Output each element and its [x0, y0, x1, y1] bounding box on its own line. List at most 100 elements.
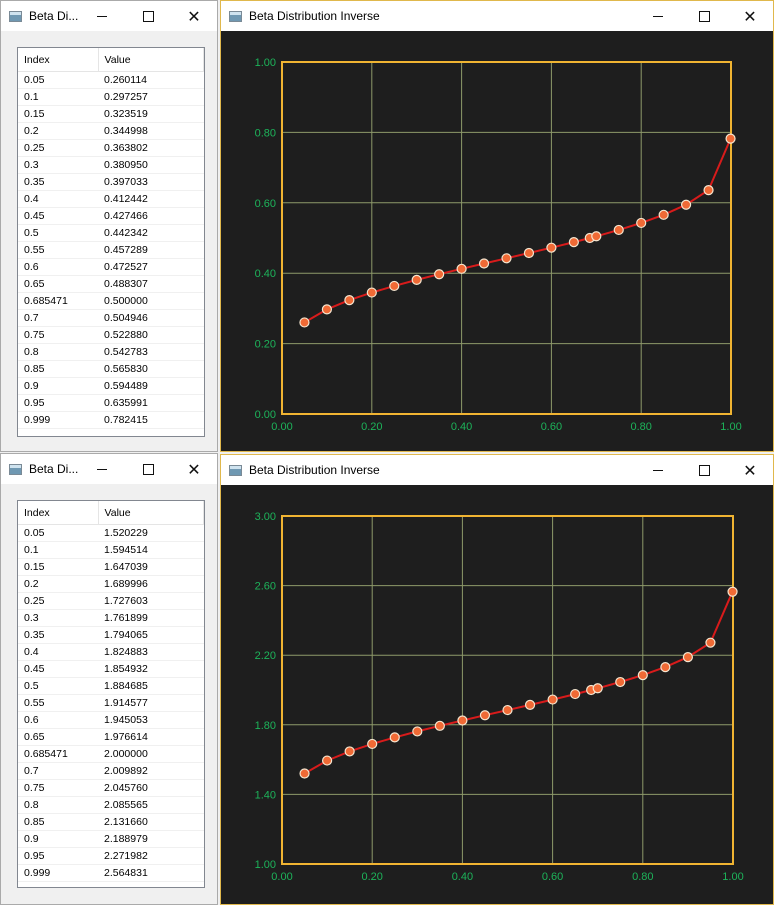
table-row[interactable]: 0.7 0.504946 — [18, 309, 204, 327]
table-row[interactable]: 0.3 0.380950 — [18, 156, 204, 174]
index-cell: 0.3 — [18, 609, 98, 627]
title-bar[interactable]: Beta Distribution Inverse ✕ — [221, 1, 773, 31]
table-row[interactable]: 0.25 0.363802 — [18, 139, 204, 157]
value-cell: 1.884685 — [98, 677, 204, 695]
table-row[interactable]: 0.999 2.564831 — [18, 864, 204, 882]
minimize-button[interactable] — [635, 1, 681, 31]
value-cell: 1.594514 — [98, 541, 204, 559]
maximize-icon — [142, 463, 154, 475]
index-cell: 0.4 — [18, 190, 98, 208]
minimize-button[interactable] — [635, 455, 681, 485]
value-cell: 0.412442 — [98, 190, 204, 208]
table-row[interactable]: 0.25 1.727603 — [18, 592, 204, 610]
minimize-button[interactable] — [79, 454, 125, 484]
table-row[interactable]: 0.55 1.914577 — [18, 694, 204, 712]
index-cell: 0.3 — [18, 156, 98, 174]
table-row[interactable]: 0.15 1.647039 — [18, 558, 204, 576]
close-button[interactable]: ✕ — [727, 455, 773, 485]
table-row[interactable]: 0.3 1.761899 — [18, 609, 204, 627]
table-row[interactable]: 0.8 0.542783 — [18, 343, 204, 361]
index-cell: 0.75 — [18, 326, 98, 344]
table-row[interactable]: 0.6 1.945053 — [18, 711, 204, 729]
column-header-value[interactable]: Value — [98, 501, 204, 525]
close-button[interactable]: ✕ — [727, 1, 773, 31]
table-row[interactable]: 0.685471 0.500000 — [18, 292, 204, 310]
close-button[interactable]: ✕ — [171, 1, 217, 31]
app-icon — [229, 10, 242, 22]
close-icon: ✕ — [187, 459, 201, 479]
table-row[interactable]: 0.55 0.457289 — [18, 241, 204, 259]
title-bar[interactable]: Beta Di... ✕ — [1, 1, 217, 31]
table-row[interactable]: 0.1 1.594514 — [18, 541, 204, 559]
value-cell: 1.689996 — [98, 575, 204, 593]
maximize-icon — [698, 10, 710, 22]
table-row[interactable]: 0.9 2.188979 — [18, 830, 204, 848]
close-button[interactable]: ✕ — [171, 454, 217, 484]
value-list-view[interactable]: Index Value 0.05 1.520229 0.1 1.594514 0.15 1… — [17, 500, 205, 888]
table-row[interactable]: 0.1 0.297257 — [18, 88, 204, 106]
data-point — [637, 670, 648, 681]
data-point — [411, 274, 422, 286]
table-row[interactable]: 0.65 0.488307 — [18, 275, 204, 293]
table-row[interactable]: 0.8 2.085565 — [18, 796, 204, 814]
window-title: Beta Distribution Inverse — [249, 9, 380, 23]
value-cell: 0.504946 — [98, 309, 204, 327]
table-row[interactable]: 0.95 0.635991 — [18, 394, 204, 412]
table-row[interactable]: 0.999 0.782415 — [18, 411, 204, 429]
table-row[interactable]: 0.35 0.397033 — [18, 173, 204, 191]
table-row[interactable]: 0.9 0.594489 — [18, 377, 204, 395]
value-cell: 0.363802 — [98, 139, 204, 157]
value-cell: 2.271982 — [98, 847, 204, 865]
x-tick-label: 0.20 — [361, 421, 382, 433]
title-bar[interactable]: Beta Di... ✕ — [1, 454, 217, 484]
table-row[interactable]: 0.85 0.565830 — [18, 360, 204, 378]
index-cell: 0.25 — [18, 592, 98, 610]
value-list-view[interactable]: Index Value 0.05 0.260114 0.1 0.297257 0.15 0… — [17, 47, 205, 437]
table-row[interactable]: 0.05 0.260114 — [18, 71, 204, 89]
table-row[interactable]: 0.7 2.009892 — [18, 762, 204, 780]
table-row[interactable]: 0.45 1.854932 — [18, 660, 204, 678]
maximize-button[interactable] — [681, 455, 727, 485]
table-row[interactable]: 0.2 1.689996 — [18, 575, 204, 593]
data-point — [703, 185, 714, 196]
table-row[interactable]: 0.75 0.522880 — [18, 326, 204, 344]
table-row[interactable]: 0.5 0.442342 — [18, 224, 204, 242]
table-row[interactable]: 0.05 1.520229 — [18, 524, 204, 542]
data-point — [478, 258, 490, 269]
table-row[interactable]: 0.85 2.131660 — [18, 813, 204, 831]
chart-area: 0.00 0.20 0.40 0.60 0.80 1.00 0.00 0.20 0.40 0.60… — [221, 31, 773, 451]
data-point — [636, 217, 647, 229]
maximize-button[interactable] — [125, 454, 171, 484]
data-point — [412, 726, 423, 737]
chart-window-bottom: Beta Distribution Inverse ✕ 0.00 0.20 0.40… — [220, 454, 774, 905]
value-cell: 0.457289 — [98, 241, 204, 259]
column-header-value[interactable]: Value — [98, 48, 204, 72]
data-point — [547, 694, 558, 705]
table-row[interactable]: 0.95 2.271982 — [18, 847, 204, 865]
table-row[interactable]: 0.685471 2.000000 — [18, 745, 204, 763]
table-row[interactable]: 0.45 0.427466 — [18, 207, 204, 225]
plot-background — [221, 31, 773, 451]
minimize-button[interactable] — [79, 1, 125, 31]
value-cell: 1.520229 — [98, 524, 204, 542]
table-row[interactable]: 0.4 0.412442 — [18, 190, 204, 208]
value-cell: 2.131660 — [98, 813, 204, 831]
table-row[interactable]: 0.6 0.472527 — [18, 258, 204, 276]
title-bar[interactable]: Beta Distribution Inverse ✕ — [221, 455, 773, 485]
x-tick-label: 0.80 — [632, 871, 653, 883]
table-row[interactable]: 0.5 1.884685 — [18, 677, 204, 695]
data-point — [502, 704, 513, 716]
table-row[interactable]: 0.2 0.344998 — [18, 122, 204, 140]
index-cell: 0.95 — [18, 394, 98, 412]
table-row[interactable]: 0.15 0.323519 — [18, 105, 204, 123]
maximize-button[interactable] — [125, 1, 171, 31]
maximize-button[interactable] — [681, 1, 727, 31]
index-cell: 0.65 — [18, 728, 98, 746]
table-row[interactable]: 0.35 1.794065 — [18, 626, 204, 644]
column-header-index[interactable]: Index — [18, 501, 99, 525]
table-row[interactable]: 0.4 1.824883 — [18, 643, 204, 661]
table-row[interactable]: 0.75 2.045760 — [18, 779, 204, 797]
table-row[interactable]: 0.65 1.976614 — [18, 728, 204, 746]
column-header-index[interactable]: Index — [18, 48, 99, 72]
index-cell: 0.9 — [18, 830, 98, 848]
